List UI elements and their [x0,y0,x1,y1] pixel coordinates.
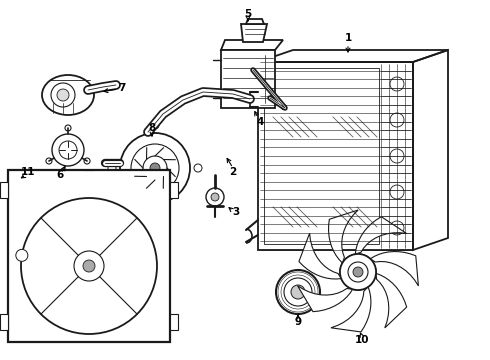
Polygon shape [170,314,178,330]
Circle shape [65,125,71,131]
Text: 2: 2 [229,167,237,177]
Text: 7: 7 [118,83,126,93]
Circle shape [84,158,90,164]
Circle shape [151,207,159,215]
Circle shape [353,267,363,277]
Polygon shape [221,40,283,50]
Polygon shape [297,286,353,312]
Polygon shape [246,19,264,24]
Circle shape [276,270,320,314]
Circle shape [206,188,224,206]
Circle shape [340,254,376,290]
Circle shape [46,158,52,164]
Circle shape [150,163,160,173]
Polygon shape [170,182,178,198]
Text: 8: 8 [148,123,156,133]
Polygon shape [355,217,407,254]
Circle shape [348,262,368,282]
Polygon shape [370,252,418,286]
Polygon shape [0,314,8,330]
Text: 11: 11 [21,167,35,177]
Polygon shape [8,170,170,342]
Circle shape [52,134,84,166]
Circle shape [120,133,190,203]
Circle shape [348,262,368,282]
Polygon shape [299,233,341,279]
Circle shape [340,254,376,290]
Polygon shape [241,24,267,42]
Circle shape [74,251,104,281]
Circle shape [353,267,363,277]
Polygon shape [221,50,275,108]
Text: 3: 3 [232,207,240,217]
Circle shape [59,141,77,159]
Polygon shape [0,182,8,198]
Polygon shape [331,287,371,332]
Text: 5: 5 [245,9,252,19]
Ellipse shape [42,75,94,115]
Polygon shape [376,273,407,328]
Circle shape [83,260,95,272]
Text: 1: 1 [344,33,352,43]
Circle shape [51,83,75,107]
Circle shape [194,164,202,172]
Circle shape [16,249,28,261]
Circle shape [291,285,305,299]
Circle shape [108,164,116,172]
Circle shape [21,198,157,334]
Text: 10: 10 [355,335,369,345]
Circle shape [284,278,312,306]
Circle shape [57,89,69,101]
Circle shape [143,156,167,180]
Text: 9: 9 [294,317,301,327]
Text: 6: 6 [56,170,64,180]
Circle shape [211,193,219,201]
Polygon shape [329,210,358,263]
Circle shape [131,144,179,192]
Text: 4: 4 [256,117,264,127]
Circle shape [151,121,159,129]
